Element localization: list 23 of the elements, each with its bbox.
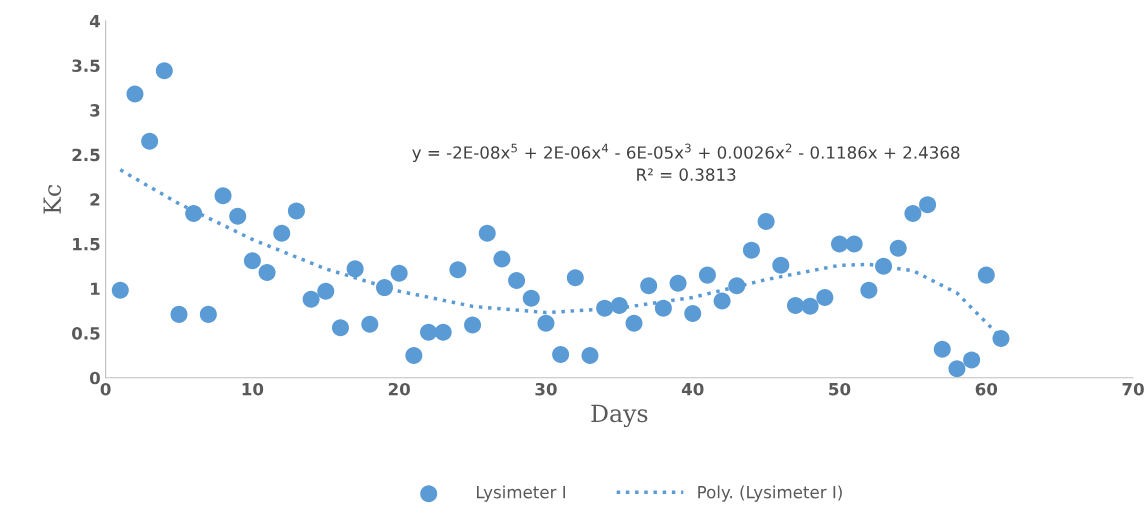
x-tick-label: 60	[975, 382, 998, 396]
legend-label: Poly. (Lysimeter I)	[698, 485, 842, 502]
y-tick-label: 0	[89, 371, 100, 385]
y-tick-label: 2	[90, 193, 100, 206]
text: y = -2E-08x$^{5}$ + 2E-06x$^{4}$ - 6E-05x$^{3}$ + 0.0026x$^{2}$ - 0.1186x + 2.4368	[412, 143, 960, 163]
legend-label: Lysimeter I	[477, 485, 566, 502]
x-tick-label: 40	[681, 382, 704, 396]
x-tick-label: 50	[829, 382, 851, 396]
annotation: R² = 0.3813	[637, 168, 736, 181]
x-tick-label: 70	[1122, 382, 1144, 396]
y-tick-label: 1	[91, 282, 100, 295]
y-tick-label: 2.5	[72, 148, 100, 162]
y-tick-label: 3.5	[72, 59, 100, 73]
x-tick-label: 30	[535, 382, 557, 396]
y-tick-label: 0.5	[72, 327, 100, 340]
x-tick-label: 10	[242, 382, 264, 396]
y-axis-title: Kc	[43, 184, 62, 214]
y-tick-label: 3	[90, 104, 100, 117]
y-tick-label: 4	[89, 15, 100, 28]
x-tick-label: 20	[388, 382, 410, 396]
y-tick-label: 1.5	[73, 238, 100, 251]
x-axis-title: Days	[591, 404, 648, 428]
x-tick-label: 0	[100, 382, 111, 396]
